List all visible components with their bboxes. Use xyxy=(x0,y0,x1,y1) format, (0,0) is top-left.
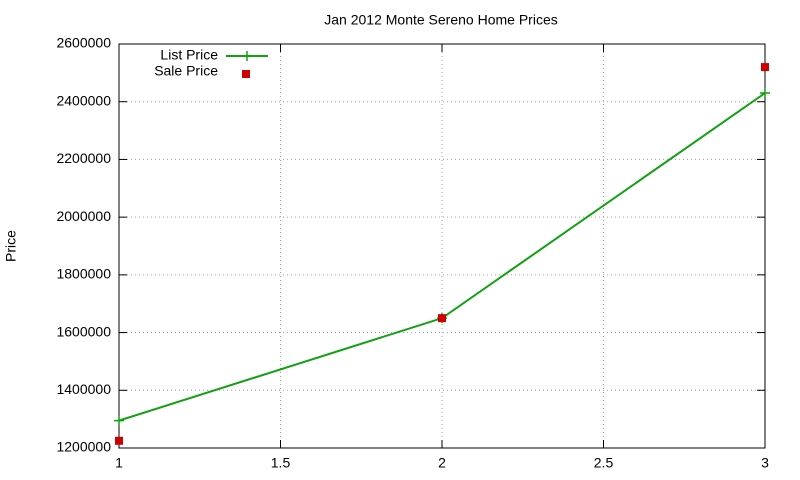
legend-label: Sale Price xyxy=(154,63,218,79)
plot-frame xyxy=(118,43,766,449)
y-tick-label: 1800000 xyxy=(56,266,111,282)
legend-marker xyxy=(242,70,250,78)
y-tick-label: 1200000 xyxy=(56,439,111,455)
x-tick-label: 1.5 xyxy=(271,455,291,471)
legend-label: List Price xyxy=(160,47,218,63)
y-tick-label: 2600000 xyxy=(56,35,111,51)
y-tick-label: 2200000 xyxy=(56,150,111,166)
y-tick-label: 2400000 xyxy=(56,92,111,108)
y-axis-label: Price xyxy=(3,230,19,262)
x-tick-label: 1 xyxy=(115,455,123,471)
y-tick-label: 1600000 xyxy=(56,323,111,339)
x-tick-label: 2.5 xyxy=(594,455,614,471)
x-tick-label: 2 xyxy=(438,455,446,471)
point-marker xyxy=(761,63,769,72)
point-marker xyxy=(114,415,124,426)
legend-marker xyxy=(242,51,252,61)
point-marker xyxy=(760,88,770,99)
x-tick-label: 3 xyxy=(761,455,769,471)
point-marker xyxy=(438,314,446,323)
chart-title: Jan 2012 Monte Sereno Home Prices xyxy=(324,12,557,28)
y-tick-label: 2000000 xyxy=(56,208,111,224)
point-marker xyxy=(115,436,123,445)
y-tick-label: 1400000 xyxy=(56,381,111,397)
